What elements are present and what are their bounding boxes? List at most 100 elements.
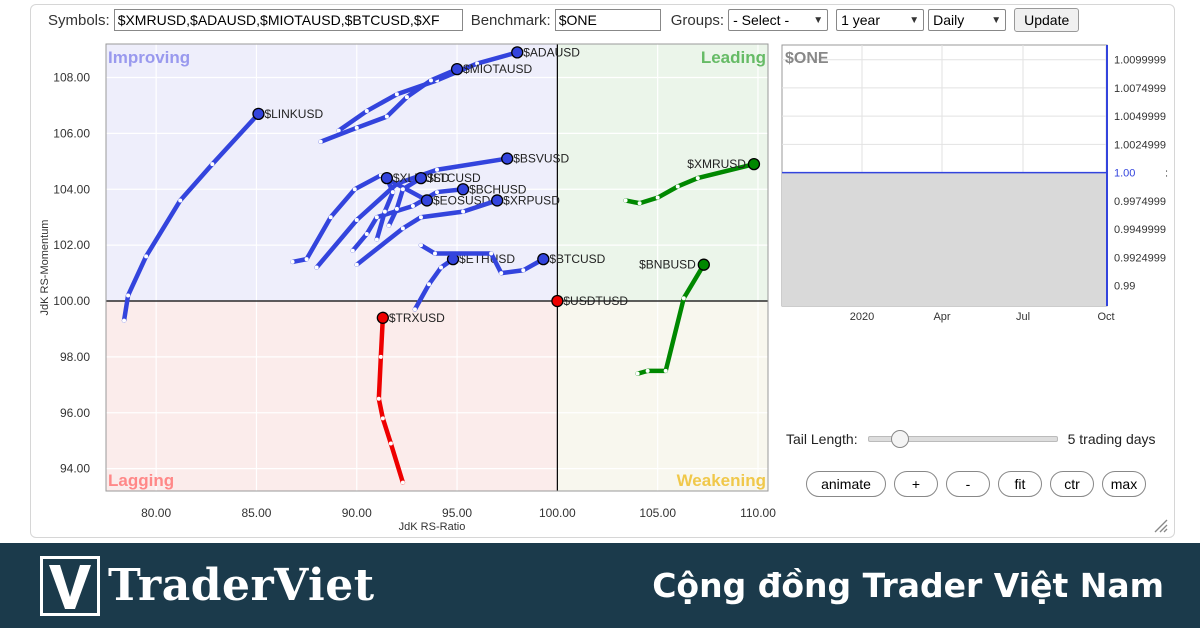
series-label: $LINKUSD (264, 107, 323, 121)
series-label: $XRPUSD (503, 193, 560, 207)
symbols-input[interactable] (113, 9, 463, 31)
tail-point (384, 114, 389, 119)
series-label: $BNBUSD (639, 258, 696, 272)
zoom-in-button[interactable]: + (894, 471, 938, 497)
y-tick-label: 106.00 (53, 126, 90, 140)
series-head-point (380, 171, 393, 185)
tail-point (380, 416, 385, 421)
series-head-point (456, 183, 470, 196)
y-axis-title: JdK RS-Momentum (39, 220, 51, 316)
x-tick-label: 85.00 (241, 506, 271, 520)
benchmark-y-tick: 1.0024999 (1114, 139, 1166, 151)
resize-handle-icon[interactable] (1152, 517, 1168, 533)
tail-point (432, 251, 437, 256)
tail-length-label: Tail Length: (786, 431, 858, 447)
tail-point (382, 209, 387, 214)
x-tick-label: 110.00 (740, 506, 776, 520)
benchmark-chart: 2020 Apr Jul Oct 1.0099999 1.0074999 1.0049999… (781, 44, 1168, 323)
series-head-point (551, 294, 564, 308)
period-select[interactable]: 1 year ▼ (836, 9, 925, 31)
tail-point (663, 368, 668, 373)
groups-select-value: - Select - (733, 12, 790, 28)
tail-point (418, 215, 423, 220)
series-label: $EOSUSD (433, 193, 491, 207)
y-tick-label: 98.00 (60, 350, 90, 364)
benchmark-label: Benchmark: (470, 11, 551, 29)
tail-point (635, 371, 640, 376)
tail-point (376, 396, 381, 401)
tail-point (681, 296, 686, 301)
quadrant-label-improving: Improving (108, 48, 190, 67)
y-tick-label: 108.00 (53, 71, 90, 85)
tail-point (426, 282, 431, 287)
groups-select[interactable]: - Select - ▼ (728, 9, 829, 31)
slider-handle[interactable] (891, 430, 910, 448)
series-head-point (414, 171, 428, 185)
series-tail (418, 242, 546, 276)
symbols-label: Symbols: (48, 11, 110, 29)
tail-point (435, 167, 439, 172)
tail-point (328, 215, 333, 220)
rrg-chart[interactable]: 80.00 85.00 90.00 95.00 100.00 105.00 110.00 94… (0, 0, 1200, 545)
tail-point (400, 480, 405, 485)
tail-point (400, 187, 405, 192)
tail-point (418, 243, 423, 248)
series-label: $BTCUSD (549, 252, 605, 266)
tail-point (394, 92, 399, 97)
series-head-point (252, 107, 265, 120)
x-tick-label: 95.00 (442, 506, 472, 520)
series-label: $XMRUSD (687, 157, 746, 171)
benchmark-y-tick: 0.99 (1114, 281, 1135, 293)
tail-point (390, 190, 395, 195)
tail-point (489, 251, 494, 256)
tail-length-control: Tail Length: 5 trading days (786, 430, 1156, 448)
benchmark-input[interactable] (554, 9, 661, 31)
tail-point (122, 318, 127, 323)
benchmark-area-fill (782, 172, 1107, 306)
chart-controls: animate + - fit ctr max (806, 471, 1146, 497)
series-label: $TRXUSD (389, 311, 445, 325)
tail-point (354, 218, 359, 223)
y-tick-label: 102.00 (53, 238, 90, 252)
fit-button[interactable]: fit (998, 471, 1042, 497)
tail-length-slider[interactable] (867, 430, 1058, 448)
tail-point (439, 265, 444, 270)
tail-point (126, 293, 131, 298)
series-tail (412, 256, 456, 312)
animate-button[interactable]: animate (806, 471, 886, 497)
center-button[interactable]: ctr (1050, 471, 1094, 497)
tail-point (461, 209, 466, 214)
series-label: $USDTUSD (563, 294, 628, 308)
frequency-select-value: Daily (933, 12, 965, 28)
series-tail (336, 50, 520, 133)
footer-slogan: Cộng đồng Trader Việt Nam (652, 566, 1164, 605)
tail-point (318, 139, 323, 144)
tail-point (350, 248, 355, 253)
benchmark-value-marker: : (1165, 168, 1168, 180)
series-head-point (450, 62, 464, 76)
tail-point (336, 128, 341, 133)
update-button[interactable]: Update (1014, 8, 1080, 32)
zoom-out-button[interactable]: - (946, 471, 990, 497)
max-button[interactable]: max (1102, 471, 1146, 497)
tail-point (435, 190, 439, 195)
tail-point (364, 109, 369, 114)
x-tick-label: 105.00 (639, 506, 676, 520)
tail-point (400, 226, 405, 231)
tail-point (378, 354, 383, 359)
tail-point (645, 368, 650, 373)
frequency-select[interactable]: Daily ▼ (928, 9, 1007, 31)
tail-point (475, 61, 480, 66)
series-tail (318, 66, 460, 145)
series-tail (376, 315, 406, 485)
x-tick-label: 90.00 (342, 506, 372, 520)
brand-name: TraderViet (108, 560, 375, 611)
tail-point (695, 176, 700, 181)
tail-point (352, 187, 357, 192)
benchmark-y-tick: 0.9924999 (1114, 252, 1166, 264)
tail-point (655, 195, 660, 200)
tail-point (374, 215, 379, 220)
series-tail (386, 175, 424, 228)
tail-point (388, 441, 393, 446)
tail-point (637, 201, 642, 206)
